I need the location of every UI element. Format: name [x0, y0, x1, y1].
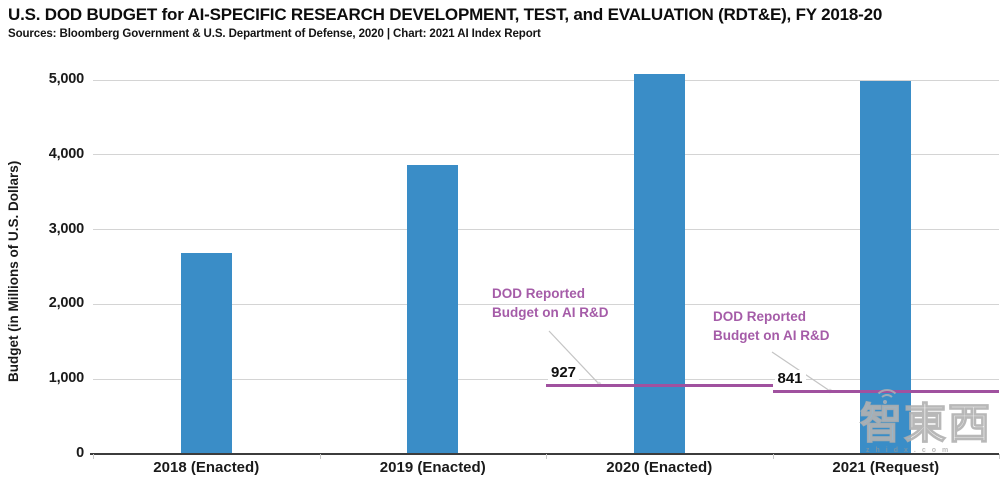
y-tick-label-5000: 5,000: [48, 71, 84, 87]
gridline-1000: [93, 378, 999, 380]
gridline-2000: [93, 303, 999, 305]
bar-2018-enacted: [180, 252, 232, 454]
x-category-label-2020-enacted: 2020 (Enacted): [606, 459, 713, 476]
annotation-line: Budget on AI R&D: [713, 328, 830, 343]
y-tick-label-2000: 2,000: [48, 295, 84, 312]
x-category-label-2018-enacted: 2018 (Enacted): [153, 459, 260, 476]
watermark-wifi-icon: [879, 394, 895, 410]
watermark-subtext: zhidx.com: [866, 447, 955, 454]
y-tick-label-1000: 1,000: [48, 370, 84, 387]
x-axis-tick: [319, 454, 321, 459]
reported-value-label-927: 927: [548, 363, 580, 382]
x-axis-line: [90, 453, 999, 455]
annotation-line: Budget on AI R&D: [492, 305, 609, 320]
reported-value-label-841: 841: [774, 370, 806, 389]
annotation-line: DOD Reported: [492, 286, 586, 301]
watermark-wifi-icon: [874, 389, 900, 415]
y-tick-label-4000: 4,000: [48, 145, 84, 162]
y-tick-label-0: 0: [76, 445, 84, 461]
page-title: U.S. DOD BUDGET for AI-SPECIFIC RESEARCH…: [8, 5, 883, 24]
x-axis-tick: [772, 454, 774, 459]
gridline-4000: [93, 154, 999, 156]
watermark-logo: 智東西 zhidx.com: [859, 389, 992, 454]
x-axis-tick: [546, 454, 547, 459]
gridline-3000: [93, 229, 999, 231]
chart-source-caption: Sources: Bloomberg Government & U.S. Dep…: [8, 28, 541, 40]
gridline-5000: [93, 79, 999, 81]
annotation-line: DOD Reported: [713, 309, 807, 324]
annotation-dod-reported-2: DOD Reported Budget on AI R&D: [713, 307, 829, 345]
x-category-label-2019-enacted: 2019 (Enacted): [379, 459, 486, 476]
bar-2020-enacted: [633, 74, 685, 454]
y-tick-label-3000: 3,000: [48, 220, 84, 237]
annotation-dod-reported-1: DOD Reported Budget on AI R&D: [492, 284, 608, 322]
y-axis-title: Budget (in Millions of U.S. Dollars): [6, 160, 21, 382]
watermark-wifi-dot-icon: [883, 400, 887, 404]
x-axis-tick: [93, 454, 94, 459]
x-category-label-2021-request: 2021 (Request): [832, 459, 940, 476]
reported-budget-line-927: [546, 383, 773, 387]
bar-2019-enacted: [407, 165, 459, 454]
